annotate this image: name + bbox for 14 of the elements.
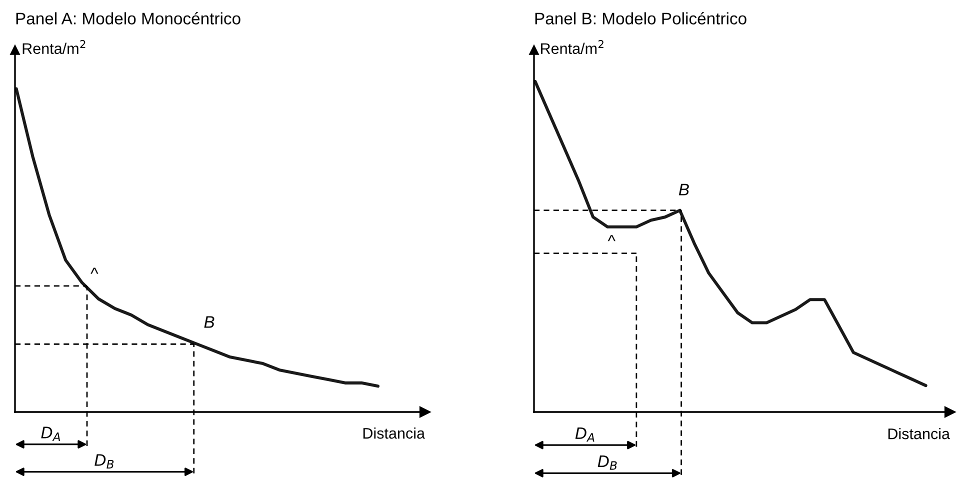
y-axis-title: Renta/m$^{2}$ bbox=[541, 40, 604, 54]
y-axis-title: Renta/m$^{2}$ bbox=[22, 40, 86, 54]
text: D$_{B}$ bbox=[598, 456, 617, 470]
chart-title: Panel B: Modelo Policéntrico bbox=[535, 12, 746, 24]
text: D$_{A}$ bbox=[41, 426, 60, 441]
text: D$_{B}$ bbox=[94, 454, 114, 468]
x-axis-title: Distancia bbox=[363, 428, 425, 439]
annotation: B bbox=[678, 184, 689, 196]
text: D$_{A}$ bbox=[575, 427, 594, 442]
annotation: ^ bbox=[90, 268, 98, 274]
annotation: ^ bbox=[608, 235, 616, 242]
annotation: B bbox=[204, 316, 214, 328]
x-axis-title: Distancia bbox=[888, 428, 950, 440]
chart-title: Panel A: Modelo Monocéntrico bbox=[16, 12, 240, 24]
